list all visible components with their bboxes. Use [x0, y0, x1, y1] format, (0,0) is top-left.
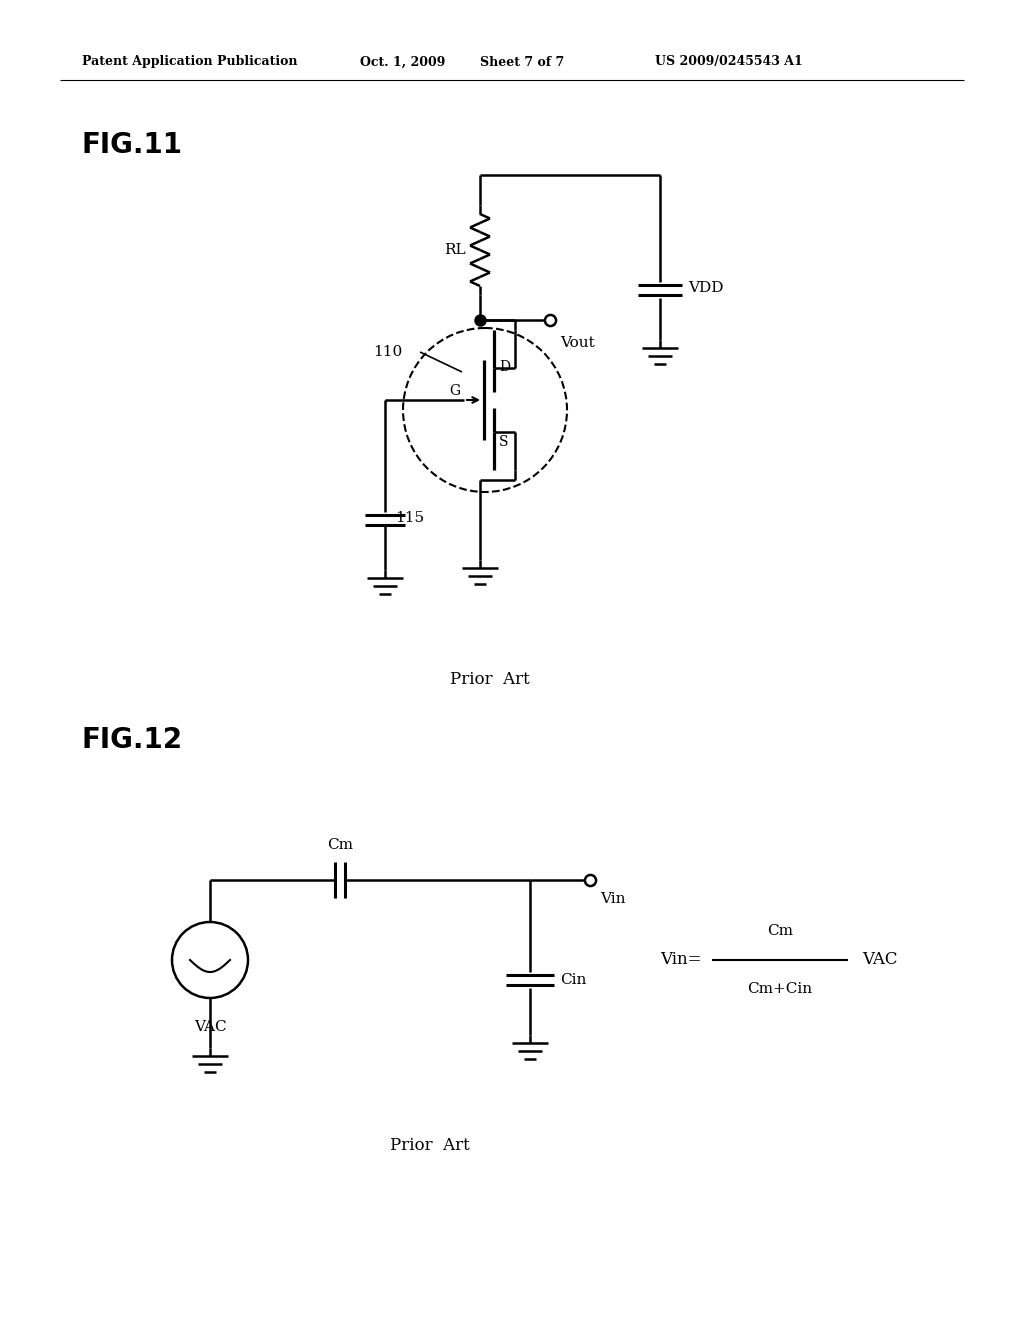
Text: S: S: [499, 436, 509, 449]
Text: VAC: VAC: [862, 952, 897, 969]
Text: Prior  Art: Prior Art: [451, 672, 529, 689]
Text: Vin=: Vin=: [660, 952, 701, 969]
Text: Cm: Cm: [327, 838, 353, 851]
Text: RL: RL: [444, 243, 466, 257]
Text: D: D: [499, 360, 510, 374]
Text: VDD: VDD: [688, 281, 724, 294]
Text: Patent Application Publication: Patent Application Publication: [82, 55, 298, 69]
Text: Prior  Art: Prior Art: [390, 1137, 470, 1154]
Text: Cm+Cin: Cm+Cin: [748, 982, 813, 997]
Text: 115: 115: [395, 511, 424, 525]
Text: Cm: Cm: [767, 924, 793, 939]
Text: Vin: Vin: [600, 892, 626, 906]
Text: Vout: Vout: [560, 337, 595, 350]
Text: VAC: VAC: [194, 1020, 226, 1034]
Text: Sheet 7 of 7: Sheet 7 of 7: [480, 55, 564, 69]
Text: Cin: Cin: [560, 973, 587, 987]
Text: US 2009/0245543 A1: US 2009/0245543 A1: [655, 55, 803, 69]
Text: FIG.11: FIG.11: [82, 131, 183, 158]
Text: Oct. 1, 2009: Oct. 1, 2009: [360, 55, 445, 69]
Text: 110: 110: [373, 345, 402, 359]
Text: FIG.12: FIG.12: [82, 726, 183, 754]
Text: G: G: [449, 384, 460, 399]
